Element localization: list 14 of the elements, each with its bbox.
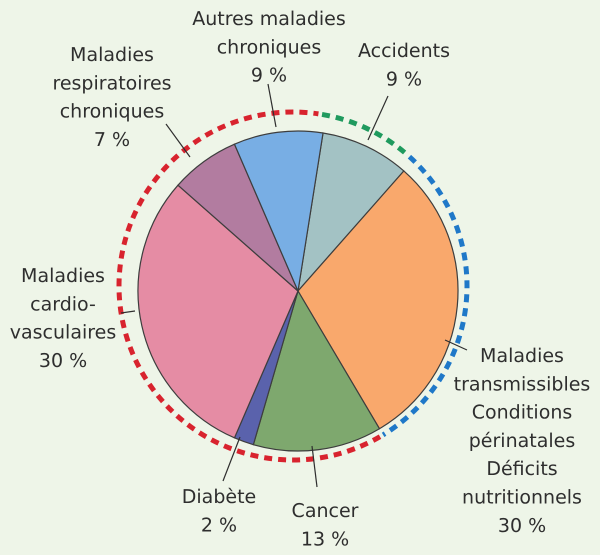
data-label: 2 % [200,514,238,536]
data-label: 9 % [250,64,288,87]
slice-label: Cancer [292,500,359,522]
slice-label: Autres maladies chroniques [192,8,346,58]
slice-label: Maladies cardio- vasculaires [10,265,116,344]
slice-label: Maladies respiratoires chroniques [52,44,172,123]
data-label: 30 % [38,350,88,372]
data-label: 7 % [94,128,130,151]
data-label: 9 % [386,68,422,90]
data-label: 13 % [300,528,350,550]
slice-label: Maladies transmissibles Conditions périnatales Déficits nutritionnels [454,345,590,508]
slice-label: Accidents [358,40,450,62]
data-label: 30 % [498,514,546,537]
slice-label: Diabète [182,486,256,508]
